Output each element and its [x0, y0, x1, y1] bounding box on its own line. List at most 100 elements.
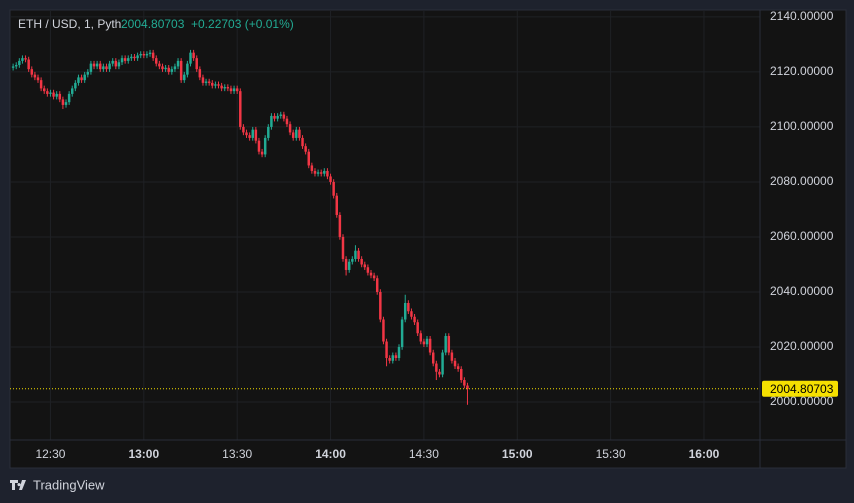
grid [10, 10, 760, 440]
candle-body [435, 363, 438, 372]
candle-body [319, 172, 323, 174]
candle-body [444, 336, 447, 353]
candle-body [102, 66, 105, 70]
candle-body [279, 114, 282, 116]
candle-body [229, 88, 233, 92]
y-tick-label: 2020.00000 [770, 339, 834, 353]
y-tick-label: 2080.00000 [770, 174, 834, 188]
candle-body [111, 60, 114, 64]
candle-body [148, 52, 152, 55]
price-tag-label: 2004.80703 [770, 382, 834, 396]
candle-body [92, 63, 96, 67]
candle-body [220, 85, 223, 89]
candle-body [204, 81, 208, 83]
candle-body [295, 129, 298, 138]
candle-body [186, 63, 189, 75]
candle-body [21, 58, 24, 61]
candle-body [117, 62, 121, 67]
candle-body [42, 88, 46, 92]
candle-body [123, 58, 127, 61]
candle-body [170, 69, 174, 72]
x-tick-label: 15:00 [502, 447, 533, 461]
candle-body [136, 55, 139, 59]
candle-body [164, 67, 167, 70]
candle-body [407, 302, 410, 312]
candle-body [329, 176, 332, 182]
candle-body [70, 88, 74, 94]
candle-body [235, 88, 239, 92]
candle-body [397, 347, 401, 359]
candle-body [316, 172, 320, 174]
x-tick-label: 13:00 [128, 447, 159, 461]
candle-body [14, 65, 18, 67]
candle-body [413, 316, 416, 323]
candle-body [248, 135, 251, 138]
candle-body [310, 165, 314, 171]
candle-body [263, 137, 267, 155]
candle-body [273, 115, 276, 119]
candle-body [375, 278, 379, 292]
candle-body [313, 170, 317, 174]
candle-body [46, 91, 49, 94]
candle-body [242, 126, 245, 133]
candle-body [298, 129, 301, 138]
candle-body [67, 93, 71, 103]
candle-body [52, 92, 55, 97]
y-tick-label: 2000.00000 [770, 394, 834, 408]
candle-body [254, 129, 258, 141]
candle-body [49, 92, 52, 94]
candle-body [460, 369, 463, 381]
candle-body [357, 250, 360, 259]
candle-body [114, 60, 118, 67]
candle-body [379, 291, 382, 320]
candle-body [391, 355, 395, 361]
candle-body [447, 336, 451, 353]
candle-body [347, 261, 351, 270]
candle-body [127, 58, 130, 61]
candle-body [201, 77, 205, 83]
candle-body [95, 63, 99, 67]
candle-body [301, 137, 304, 147]
candle-body [158, 63, 161, 67]
candle-body [438, 371, 441, 375]
candle-body [77, 77, 80, 83]
candle-body [291, 132, 295, 138]
candle-body [74, 82, 77, 89]
candle-body [83, 74, 86, 81]
candle-body [161, 66, 164, 70]
candle-body [89, 63, 93, 72]
candle-body [108, 63, 111, 70]
candle-body [351, 258, 354, 262]
candle-body [450, 352, 454, 361]
candle-body [155, 58, 158, 64]
candle-body [173, 66, 177, 70]
candle-body [400, 319, 404, 348]
candle-body [179, 60, 183, 81]
candle-body [307, 151, 310, 166]
candle-body [55, 93, 58, 97]
candle-body [335, 195, 339, 215]
x-tick-label: 13:30 [222, 447, 252, 461]
chart-panel [9, 9, 847, 469]
logo [10, 480, 26, 490]
candle-body [382, 319, 385, 342]
x-tick-label: 14:00 [315, 447, 346, 461]
candles [10, 49, 760, 405]
candle-body [251, 129, 254, 138]
y-tick-label: 2140.00000 [770, 9, 834, 23]
candle-body [338, 214, 342, 237]
candle-body [30, 69, 34, 75]
candle-body [86, 71, 90, 75]
candle-body [419, 333, 423, 342]
candle-body [239, 91, 242, 127]
candle-body [198, 69, 202, 78]
candle-body [372, 275, 376, 279]
y-tick-label: 2100.00000 [770, 119, 834, 133]
candle-body [145, 54, 149, 56]
candle-body [167, 67, 170, 72]
candle-body [214, 84, 217, 86]
candle-body [463, 380, 466, 386]
candle-body [285, 118, 289, 125]
candle-body [11, 66, 15, 68]
